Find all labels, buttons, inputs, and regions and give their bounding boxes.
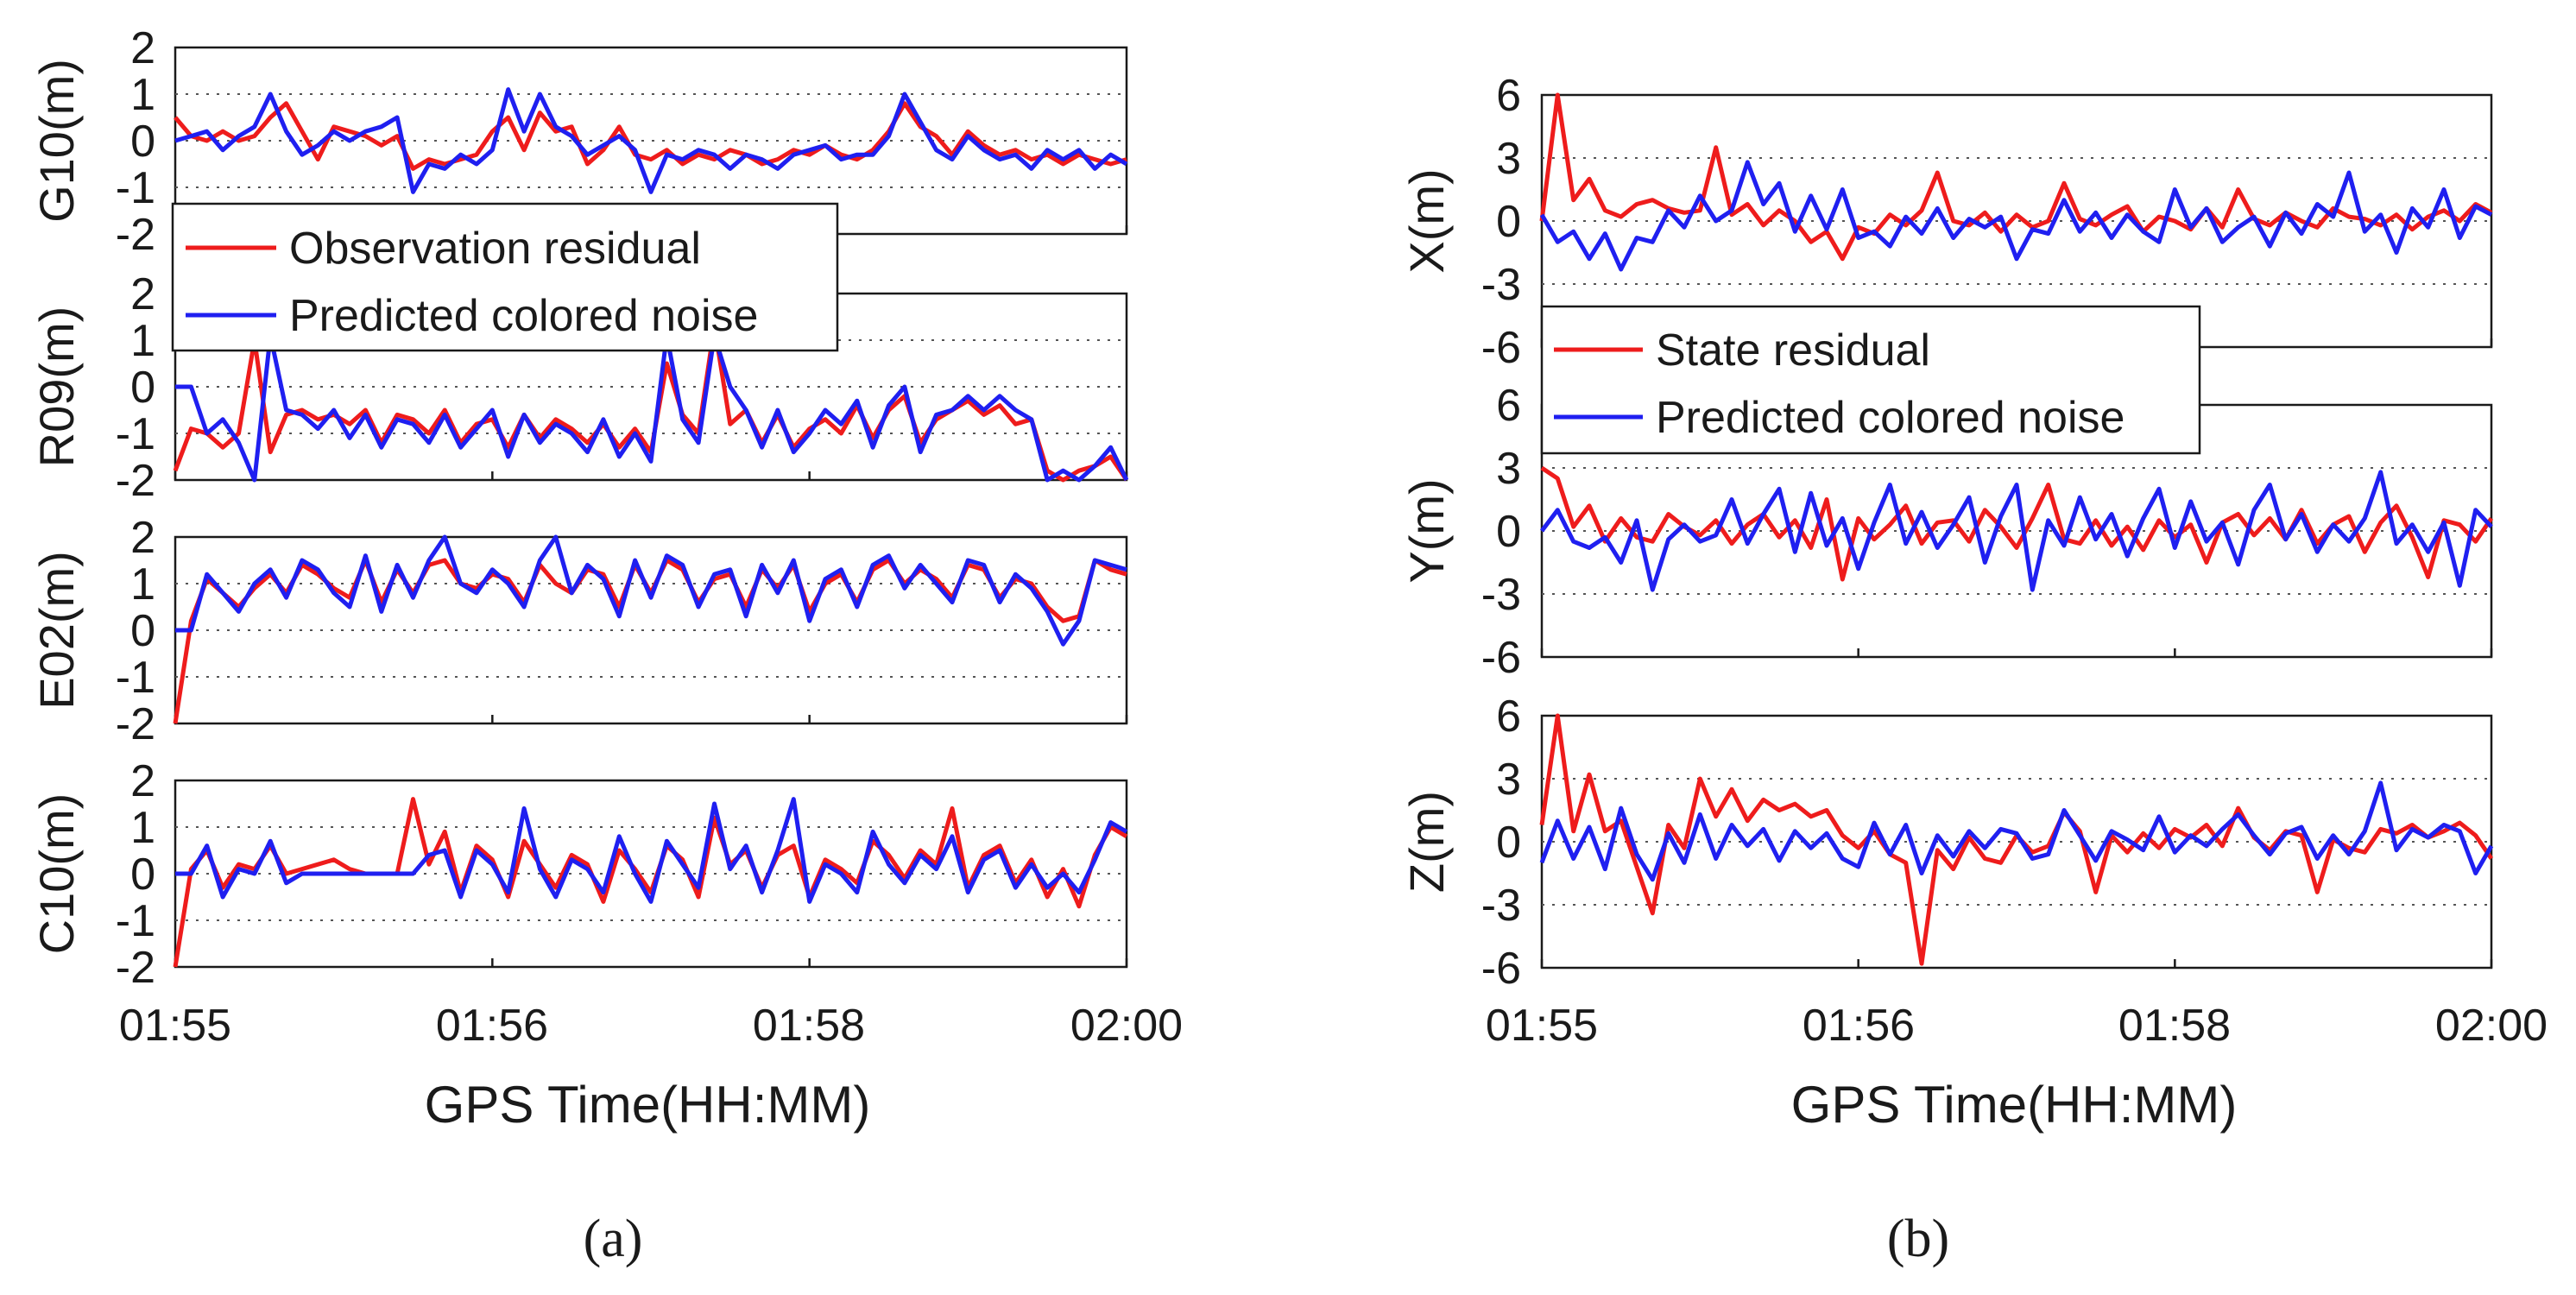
y-tick-label: -3 — [1481, 881, 1521, 931]
subplot-a4: 2 1 0 -1 -2 C10(m) — [29, 756, 1128, 993]
y-tick-label: -6 — [1481, 323, 1521, 373]
y-tick-label: 0 — [1496, 197, 1521, 247]
x-tick-label: 01:55 — [119, 1001, 231, 1051]
x-tick-marks — [1540, 648, 2493, 657]
subplot-b3: 6 3 0 -3 -6 Z(m) — [1399, 692, 2494, 994]
y-tick-label: 3 — [1496, 134, 1521, 184]
caption-b: (b) — [1887, 1210, 1949, 1268]
legend-box — [171, 202, 839, 352]
x-tick-label: 02:00 — [2435, 1001, 2548, 1051]
y-tick-label: 2 — [130, 23, 155, 73]
legend-label-state: State residual — [1656, 325, 1930, 376]
series-group — [1539, 713, 2494, 966]
series-line-red — [1539, 92, 2493, 262]
series-line-blue — [175, 333, 1129, 483]
y-axis-label: G10(m) — [29, 59, 84, 223]
y-tick-label: 1 — [130, 803, 155, 853]
x-tick-label: 01:56 — [436, 1001, 548, 1051]
x-tick-label: 01:55 — [1486, 1001, 1598, 1051]
y-tick-label: -1 — [116, 409, 155, 459]
legend-a: Observation residual Predicted colored n… — [171, 202, 839, 352]
y-tick-label: -3 — [1481, 260, 1521, 310]
y-tick-label: -1 — [116, 163, 155, 213]
y-tick-label: 3 — [1496, 444, 1521, 494]
y-tick-label: 2 — [130, 756, 155, 806]
series-group — [1540, 465, 2494, 592]
caption-a: (a) — [584, 1210, 643, 1268]
x-axis-label: GPS Time(HH:MM) — [1791, 1076, 2238, 1134]
series-line-blue — [1539, 160, 2493, 272]
y-tick-label: 0 — [130, 850, 155, 900]
x-tick-label: 02:00 — [1070, 1001, 1183, 1051]
y-tick-label: 0 — [1496, 818, 1521, 868]
y-tick-label: -6 — [1481, 633, 1521, 683]
legend-label-predicted: Predicted colored noise — [289, 291, 758, 341]
y-tick-label: 0 — [130, 363, 155, 413]
legend-b: State residual Predicted colored noise — [1540, 305, 2201, 455]
subplot-a3: 2 1 0 -1 -2 E02(m) — [29, 513, 1128, 749]
y-tick-label: -2 — [116, 456, 155, 506]
series-line-blue — [175, 797, 1128, 904]
y-axis-label: Y(m) — [1399, 478, 1454, 583]
y-tick-label: 0 — [130, 117, 155, 167]
series-line-blue — [174, 87, 1128, 194]
x-tick-marks — [1540, 959, 2493, 968]
y-tick-label: 2 — [130, 513, 155, 563]
y-tick-label: 1 — [130, 316, 155, 366]
y-tick-label: -1 — [116, 896, 155, 946]
y-tick-label: 6 — [1496, 71, 1521, 121]
y-axis-label: Z(m) — [1399, 791, 1454, 893]
y-tick-label: 3 — [1496, 755, 1521, 805]
y-tick-label: -3 — [1481, 570, 1521, 620]
y-tick-label: 1 — [130, 559, 155, 610]
y-tick-label: 0 — [130, 606, 155, 656]
series-group — [173, 797, 1128, 968]
x-tick-label: 01:58 — [2118, 1001, 2231, 1051]
legend-label-predicted: Predicted colored noise — [1656, 393, 2125, 443]
subplot-b1: 6 3 0 -3 -6 X(m) — [1399, 71, 2493, 373]
y-tick-label: 6 — [1496, 381, 1521, 431]
x-axis-label: GPS Time(HH:MM) — [425, 1076, 871, 1134]
y-tick-label: -2 — [116, 699, 155, 749]
series-group — [1539, 92, 2493, 272]
panel-b: 6 3 0 -3 -6 X(m) 6 3 0 -3 -6 Y(m) 6 — [1399, 71, 2548, 1134]
legend-box — [1540, 305, 2201, 455]
series-line-red — [174, 101, 1127, 171]
series-group — [173, 534, 1127, 724]
series-group — [173, 324, 1129, 483]
y-tick-label: -1 — [116, 653, 155, 703]
y-axis-label: R09(m) — [29, 306, 84, 468]
panel-a: 2 1 0 -1 -2 G10(m) 2 1 0 -1 -2 R09(m) 2 — [29, 23, 1183, 1134]
y-tick-label: 0 — [1496, 507, 1521, 557]
y-axis-label: X(m) — [1399, 168, 1454, 273]
y-tick-label: 1 — [130, 70, 155, 120]
x-tick-label: 01:58 — [753, 1001, 865, 1051]
y-tick-label: 6 — [1496, 692, 1521, 742]
y-tick-label: 2 — [130, 269, 155, 319]
y-axis-label: C10(m) — [29, 793, 84, 955]
axes-frame — [1540, 93, 2493, 349]
series-group — [174, 87, 1128, 194]
y-tick-label: -6 — [1481, 944, 1521, 994]
y-axis-label: E02(m) — [29, 551, 84, 710]
series-line-blue — [1540, 470, 2493, 592]
x-tick-label: 01:56 — [1803, 1001, 1915, 1051]
y-tick-label: -2 — [116, 943, 155, 993]
legend-label-observation: Observation residual — [289, 224, 701, 274]
series-line-blue — [1539, 780, 2494, 882]
series-line-blue — [175, 534, 1127, 647]
y-tick-label: -2 — [116, 210, 155, 260]
